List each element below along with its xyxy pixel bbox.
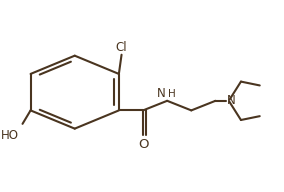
Text: N: N bbox=[157, 87, 166, 100]
Text: O: O bbox=[138, 138, 148, 151]
Text: Cl: Cl bbox=[116, 41, 127, 54]
Text: N: N bbox=[227, 94, 236, 107]
Text: H: H bbox=[168, 89, 176, 99]
Text: HO: HO bbox=[1, 129, 18, 142]
